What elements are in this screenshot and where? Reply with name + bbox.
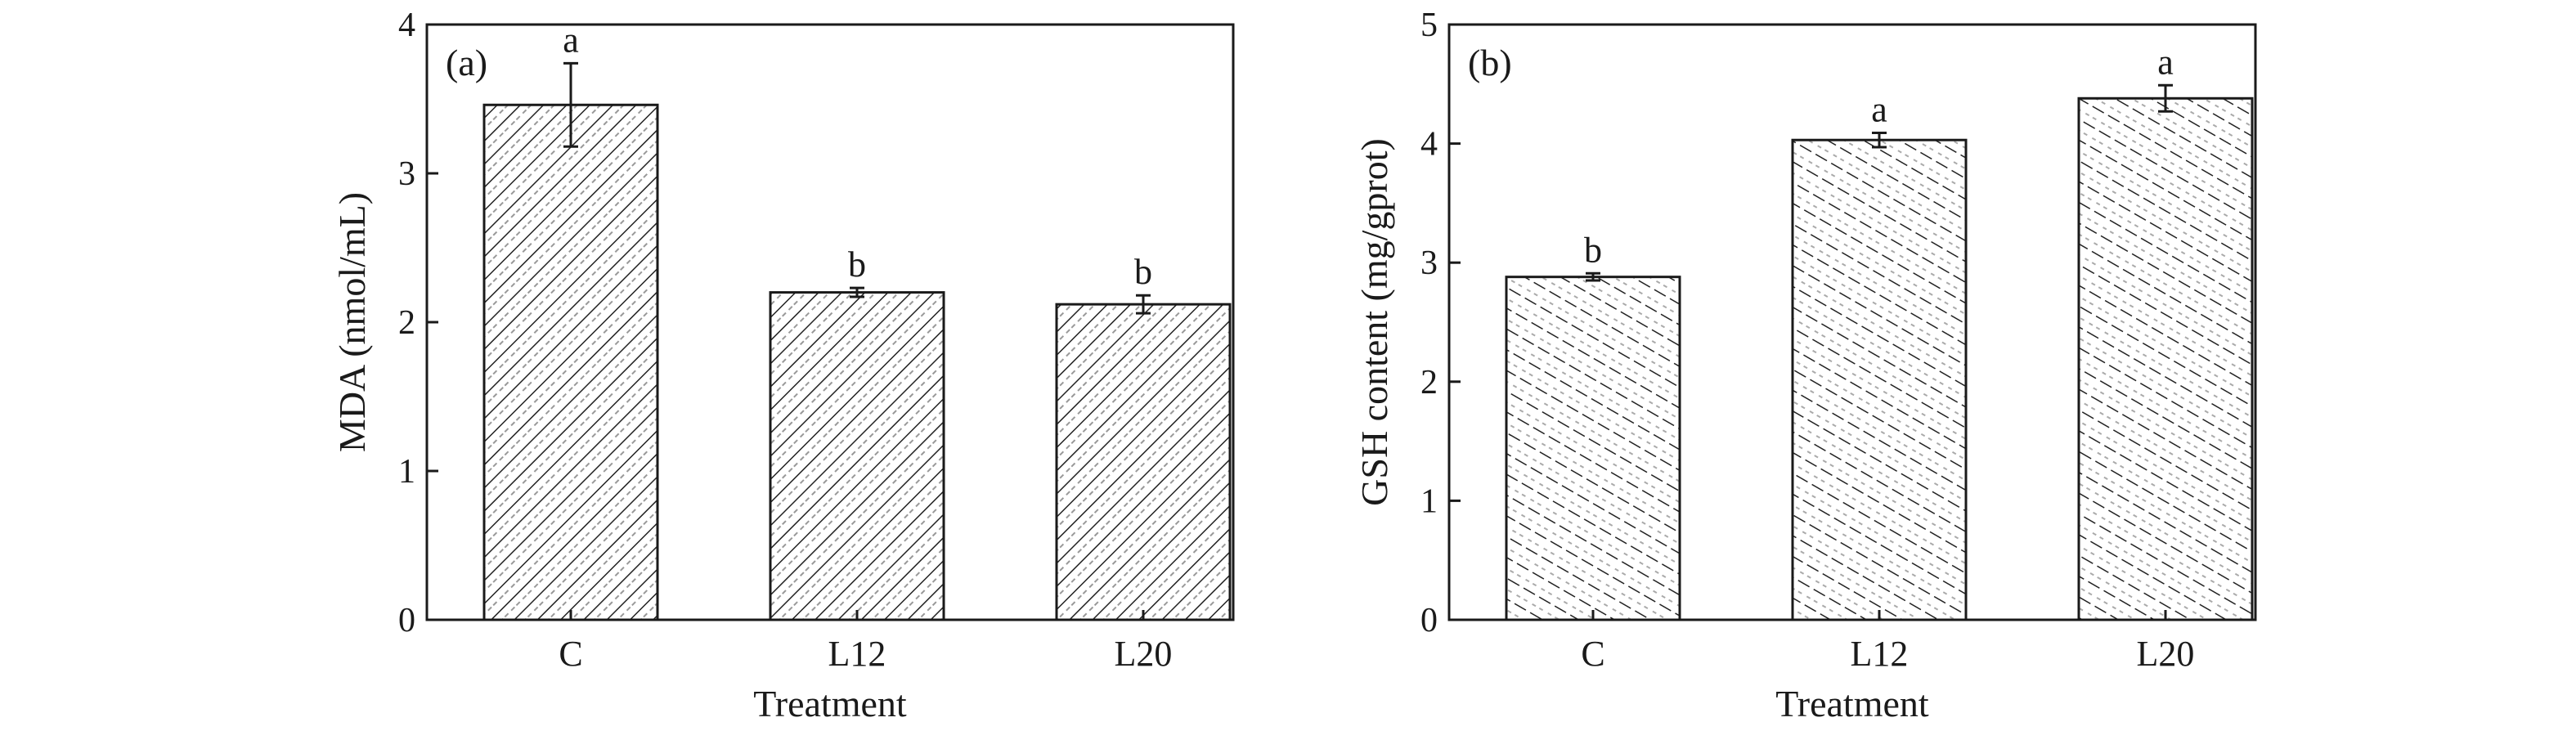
x-tick-label: L20 bbox=[2137, 634, 2195, 674]
y-tick-label: 1 bbox=[1420, 482, 1438, 520]
significance-letter: b bbox=[1134, 252, 1152, 292]
significance-letter: a bbox=[563, 20, 579, 60]
significance-letter: a bbox=[1871, 89, 1887, 129]
y-tick-label: 3 bbox=[1420, 244, 1438, 282]
x-axis-title-b: Treatment bbox=[1775, 683, 1929, 724]
y-tick-label: 4 bbox=[398, 7, 415, 44]
bar-l20 bbox=[2077, 96, 2254, 621]
chart-panel-a: (a) MDA (nmol/mL) Treatment 0 1 2 3 4 a Cb L12… bbox=[331, 7, 1235, 724]
x-tick-label: C bbox=[1581, 634, 1604, 674]
y-tick-label: 5 bbox=[1420, 7, 1438, 44]
y-tick-label: 0 bbox=[398, 602, 415, 639]
y-tick-label: 1 bbox=[398, 453, 415, 491]
y-axis-title-a: MDA (nmol/mL) bbox=[331, 192, 373, 452]
y-tick-label: 4 bbox=[1420, 126, 1438, 164]
y-ticks-b: 0 1 2 3 4 5 bbox=[1420, 7, 1461, 639]
x-tick-label: L20 bbox=[1115, 634, 1173, 674]
panel-label-b: (b) bbox=[1468, 42, 1512, 83]
bars-b: b Ca L12 a L20 bbox=[1505, 42, 2254, 674]
x-axis-title-a: Treatment bbox=[753, 683, 907, 724]
bar-l20 bbox=[1055, 303, 1232, 621]
y-axis-title-b: GSH content (mg/gprot) bbox=[1353, 138, 1395, 506]
significance-letter: a bbox=[2157, 42, 2174, 82]
x-tick-label: L12 bbox=[1851, 634, 1909, 674]
bar-l12 bbox=[769, 291, 945, 621]
x-tick-label: C bbox=[559, 634, 582, 674]
y-tick-label: 3 bbox=[398, 155, 415, 193]
significance-letter: b bbox=[848, 244, 866, 285]
y-tick-label: 0 bbox=[1420, 602, 1438, 639]
chart-panel-b: (b) GSH content (mg/gprot) Treatment 0 1 2… bbox=[1353, 7, 2257, 724]
panel-label-a: (a) bbox=[446, 42, 487, 83]
bar-c bbox=[482, 103, 659, 621]
y-tick-label: 2 bbox=[1420, 364, 1438, 401]
y-tick-label: 2 bbox=[398, 304, 415, 342]
bar-c bbox=[1505, 276, 1681, 621]
bar-l12 bbox=[1791, 138, 1968, 621]
bars-a: a Cb L12 b L20 bbox=[482, 20, 1232, 674]
x-tick-label: L12 bbox=[828, 634, 886, 674]
y-ticks-a: 0 1 2 3 4 bbox=[398, 7, 438, 639]
significance-letter: b bbox=[1584, 230, 1602, 270]
